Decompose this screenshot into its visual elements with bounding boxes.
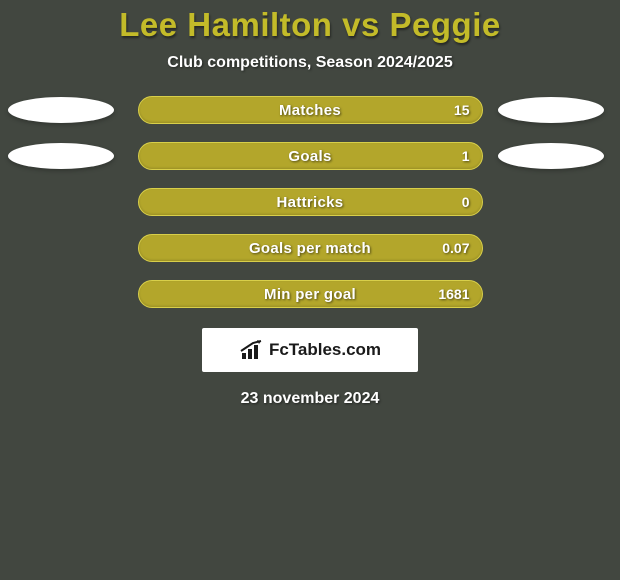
chart-icon [239,339,265,361]
subtitle: Club competitions, Season 2024/2025 [167,54,452,72]
page-title: Lee Hamilton vs Peggie [119,6,500,44]
stat-value: 0.07 [442,240,469,256]
stat-bar: Matches 15 [138,96,483,124]
stat-bar: Min per goal 1681 [138,280,483,308]
stat-label: Goals per match [249,240,371,257]
stat-value: 1 [462,148,470,164]
date-text: 23 november 2024 [241,390,380,408]
stat-row: Goals per match 0.07 [0,234,620,262]
stat-row: Matches 15 [0,96,620,124]
left-value-ellipse [8,143,114,169]
stat-row: Hattricks 0 [0,188,620,216]
stat-label: Matches [279,102,341,119]
brand-box: FcTables.com [202,328,418,372]
stat-row: Goals 1 [0,142,620,170]
stat-bar: Goals 1 [138,142,483,170]
stat-bar: Goals per match 0.07 [138,234,483,262]
stat-bar: Hattricks 0 [138,188,483,216]
content-wrapper: Lee Hamilton vs Peggie Club competitions… [0,0,620,580]
stats-rows: Matches 15 Goals 1 Hattricks 0 Goal [0,96,620,308]
stat-label: Goals [288,148,331,165]
stat-label: Hattricks [277,194,344,211]
stat-value: 1681 [438,286,469,302]
stat-label: Min per goal [264,286,356,303]
brand-text: FcTables.com [269,340,381,360]
right-value-ellipse [498,143,604,169]
stat-row: Min per goal 1681 [0,280,620,308]
right-value-ellipse [498,97,604,123]
stat-value: 15 [454,102,470,118]
stat-value: 0 [462,194,470,210]
left-value-ellipse [8,97,114,123]
